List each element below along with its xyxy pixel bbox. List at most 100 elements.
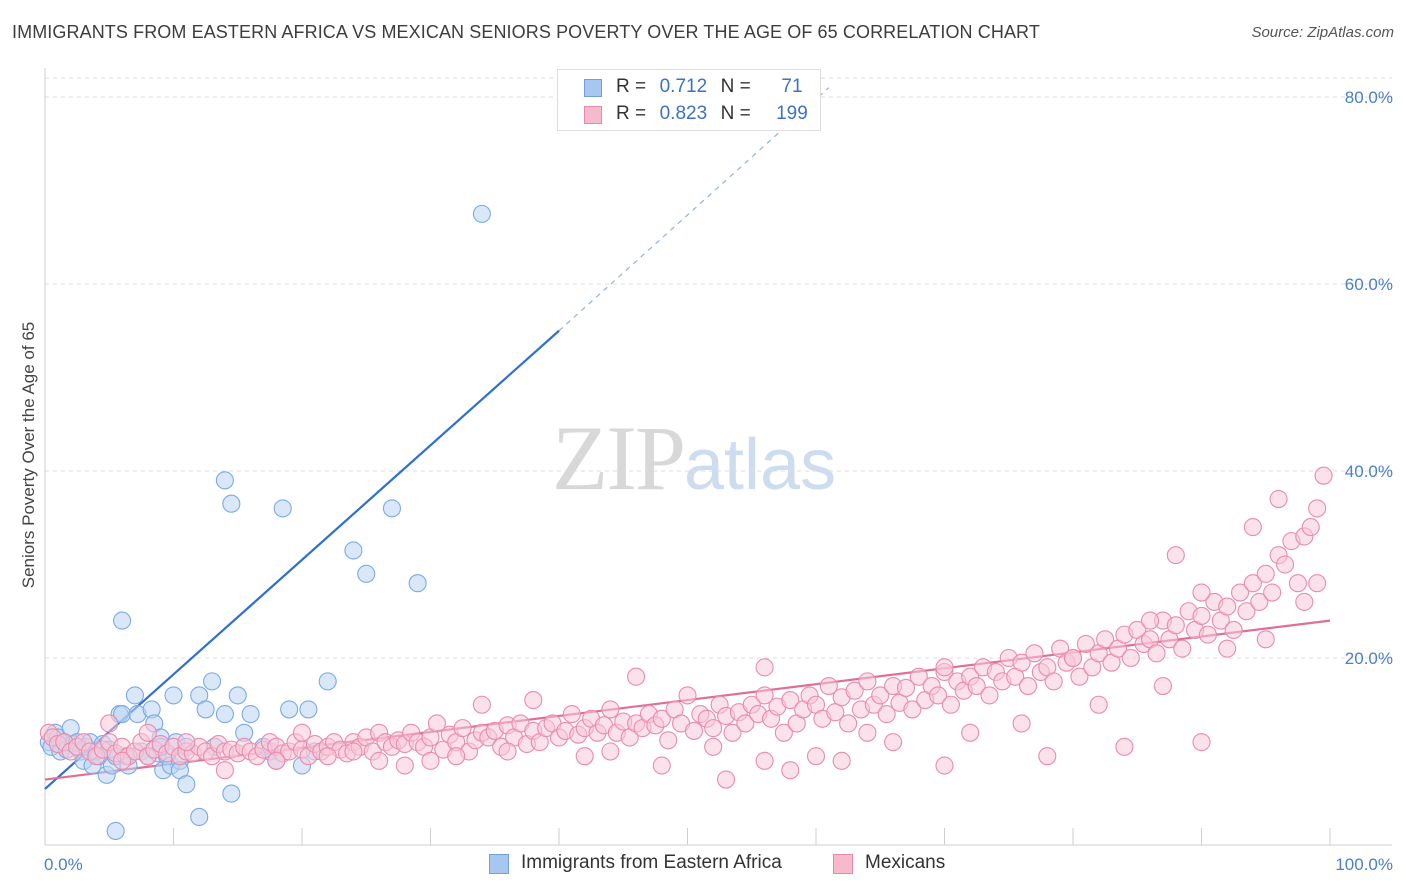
legend-r-label: R = [616,76,647,97]
mexicans-point [1198,625,1217,644]
mexicans-point [1308,574,1327,593]
mexicans-point [961,723,980,742]
legend-r-label: R = [616,103,647,124]
mexicans-point [1012,653,1031,672]
bottom-legend-label-mexicans: Mexicans [865,852,946,873]
mexicans-point [1076,634,1095,654]
y-tick-label: 80.0% [1345,88,1393,107]
mexicans-point [980,686,999,705]
mexicans-point [370,751,389,770]
immigrants-point [280,700,299,719]
immigrants-point [125,686,144,705]
mexicans-point [755,751,774,770]
mexicans-point [1243,518,1262,537]
mexicans-point [858,672,877,691]
mexicans-point [1237,602,1256,621]
mexicans-point [1250,592,1269,611]
mexicans-point [267,751,286,770]
x-tick-label: 100.0% [1335,855,1393,874]
mexicans-point [826,703,845,722]
mexicans-point [1038,747,1057,766]
mexicans-point [100,714,119,733]
mexicans-point [1115,737,1134,756]
mexicans-point [929,686,948,705]
mexicans-point [1192,733,1211,752]
mexicans-point [562,705,581,724]
mexicans-point [1218,639,1237,658]
mexicans-point [1314,466,1333,485]
mexicans-point [774,723,793,742]
mexicans-point [755,658,774,677]
mexicans-point [344,742,363,761]
immigrants-point [215,705,234,724]
mexicans-point [967,676,986,696]
legend-swatch-mexicans [584,106,602,124]
mexicans-point [1063,648,1083,668]
mexicans-point [1224,620,1243,640]
mexicans-point [1141,611,1160,630]
mexicans-point [806,747,826,766]
mexicans-point [716,770,736,789]
immigrants-point [222,784,241,803]
mexicans-point [678,686,697,705]
mexicans-point [1301,518,1320,537]
mexicans-point [1256,564,1275,583]
mexicans-point [839,714,858,733]
bottom-legend-swatch-immigrants [489,854,509,874]
mexicans-point [845,681,864,700]
mexicans-point [113,751,132,770]
mexicans-point [1288,574,1307,593]
immigrants-point [299,700,318,719]
mexicans-point [1089,695,1108,714]
legend-n-label: N = [720,103,751,124]
legend-n-label: N = [720,76,751,97]
legend-n-value: 71 [781,76,803,97]
mexicans-point [453,719,472,738]
y-tick-label: 40.0% [1345,462,1393,481]
immigrants-point [106,821,125,841]
mexicans-point [524,691,543,710]
mexicans-point [884,733,903,752]
mexicans-point [1263,583,1282,602]
mexicans-point [1153,676,1172,696]
mexicans-point [909,667,928,686]
y-tick-label: 60.0% [1345,275,1393,294]
immigrants-point [113,611,132,630]
immigrants-point [241,705,260,724]
mexicans-point [723,723,742,742]
mexicans-point [684,721,703,740]
mexicans-point [601,742,620,761]
mexicans-point [318,747,337,766]
immigrants-point [196,700,215,719]
immigrants-point [215,471,234,490]
mexicans-point [1308,499,1327,518]
chart-source: Source: ZipAtlas.com [1251,24,1394,41]
mexicans-point [215,761,234,780]
mexicans-point [1012,714,1031,733]
legend-r-value: 0.823 [659,103,708,124]
mexicans-point [1070,667,1089,686]
y-tick-label: 20.0% [1345,649,1393,668]
immigrants-point [408,574,427,593]
y-axis-title: Seniors Poverty Over the Age of 65 [19,322,38,588]
immigrants-point [203,672,222,691]
trend-lines [44,87,1331,790]
bottom-legend-immigrants: Immigrants from Eastern Africa [489,852,819,878]
mexicans-point [781,761,800,780]
mexicans-point [601,700,620,719]
mexicans-point [704,719,723,738]
zipatlas-watermark: ZIPatlas [552,407,837,509]
mexicans-point [472,695,491,714]
tick-labels: 20.0% 40.0% 60.0% 80.0% 0.0% 100.0% Seniors Po… [19,88,1393,874]
mexicans-point [1025,644,1044,663]
mexicans-point [832,751,851,770]
mexicans-point [575,747,594,766]
mexicans-point [652,709,671,728]
mexicans-point [1192,606,1211,625]
mexicans-point [871,686,890,705]
mexicans-point [427,714,446,733]
mexicans-point [1044,672,1063,691]
immigrants-point [228,686,247,705]
series-mexicans-points [39,466,1333,789]
